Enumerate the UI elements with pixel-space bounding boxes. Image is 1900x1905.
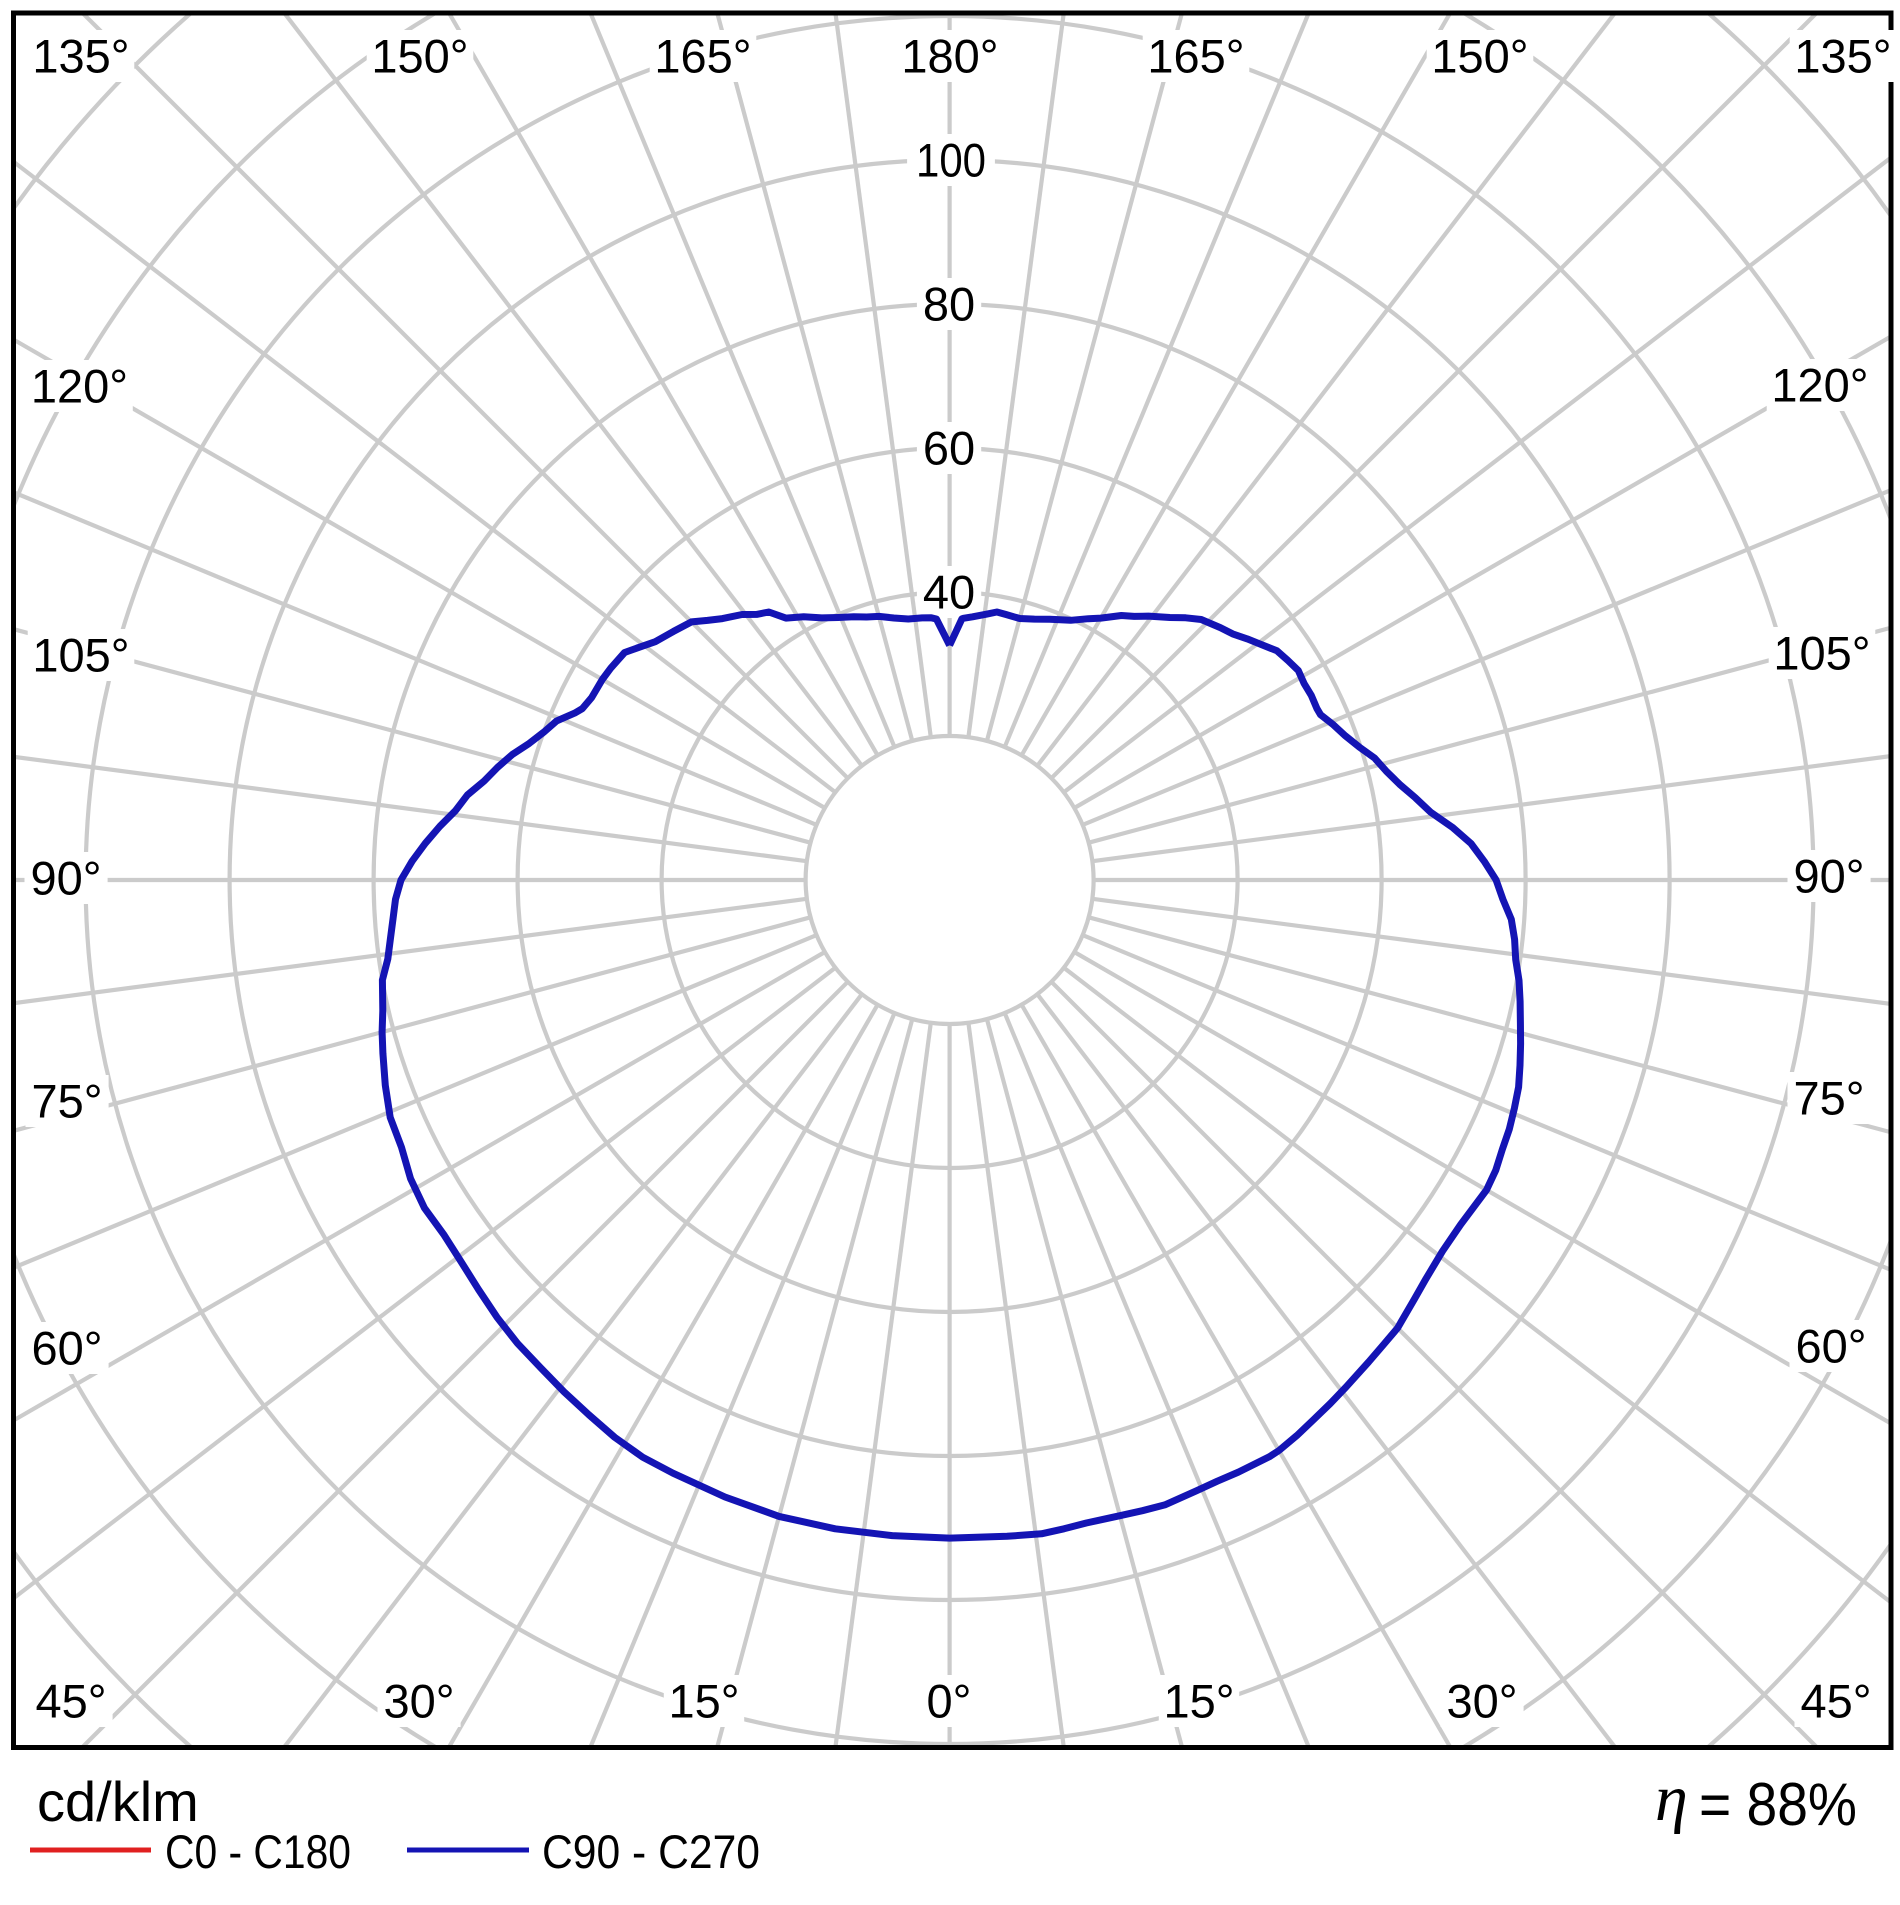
svg-text:120°: 120°	[1771, 359, 1868, 412]
svg-text:30°: 30°	[383, 1675, 454, 1728]
svg-text:15°: 15°	[1163, 1675, 1234, 1728]
svg-text:45°: 45°	[35, 1675, 106, 1728]
svg-text:cd/klm: cd/klm	[37, 1770, 199, 1833]
svg-text:75°: 75°	[31, 1075, 102, 1128]
svg-text:60: 60	[923, 422, 975, 475]
svg-text:165°: 165°	[1147, 30, 1244, 83]
svg-text:105°: 105°	[32, 629, 129, 682]
svg-text:135°: 135°	[32, 30, 129, 83]
svg-text:40: 40	[923, 566, 975, 619]
svg-text:60°: 60°	[1795, 1320, 1866, 1373]
svg-text:100: 100	[916, 134, 986, 187]
svg-text:45°: 45°	[1800, 1675, 1871, 1728]
svg-text:135°: 135°	[1794, 30, 1891, 83]
svg-text:90°: 90°	[30, 852, 101, 905]
svg-text:30°: 30°	[1446, 1675, 1517, 1728]
svg-text:= 88%: = 88%	[1699, 1771, 1857, 1838]
svg-text:90°: 90°	[1793, 850, 1864, 903]
svg-text:C0 - C180: C0 - C180	[165, 1825, 351, 1878]
svg-text:180°: 180°	[901, 30, 998, 83]
svg-text:105°: 105°	[1773, 627, 1870, 680]
svg-text:15°: 15°	[668, 1675, 739, 1728]
svg-text:η: η	[1655, 1762, 1688, 1835]
svg-text:80: 80	[923, 278, 975, 331]
svg-text:0°: 0°	[927, 1675, 972, 1728]
svg-text:C90 - C270: C90 - C270	[542, 1825, 760, 1878]
svg-text:150°: 150°	[1431, 30, 1528, 83]
svg-text:120°: 120°	[31, 360, 128, 413]
svg-text:165°: 165°	[654, 30, 751, 83]
svg-text:150°: 150°	[371, 30, 468, 83]
svg-text:60°: 60°	[31, 1322, 102, 1375]
svg-text:75°: 75°	[1793, 1072, 1864, 1125]
